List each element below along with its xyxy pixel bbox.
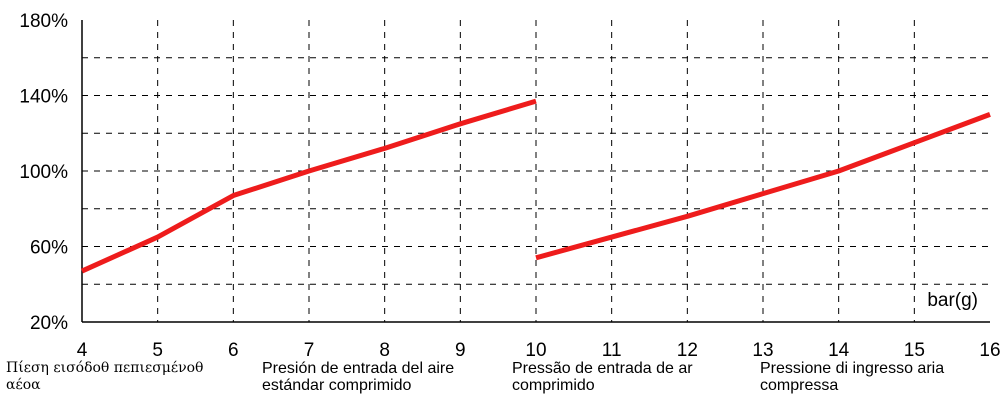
x-tick-label: 14 bbox=[828, 340, 850, 361]
caption-portuguese-line2: comprimido bbox=[512, 377, 595, 394]
caption-spanish: Presión de entrada del aire estándar com… bbox=[262, 360, 454, 394]
caption-italian-line1: Pressione di ingresso aria bbox=[760, 360, 945, 377]
series-lines bbox=[80, 98, 991, 274]
caption-greek-line2: αέοα bbox=[6, 377, 41, 393]
caption-italian-line2: compressa bbox=[760, 377, 839, 394]
caption-portuguese-line1: Pressão de entrada de ar bbox=[512, 360, 693, 377]
x-tick-label: 12 bbox=[677, 340, 698, 361]
unit-label: bar(g) bbox=[927, 290, 978, 311]
y-tick-label: 180% bbox=[19, 11, 68, 32]
caption-italian: Pressione di ingresso aria compressa bbox=[760, 360, 944, 394]
series-line bbox=[80, 98, 537, 274]
x-tick-label: 5 bbox=[152, 340, 163, 361]
x-tick-label: 11 bbox=[602, 340, 622, 361]
x-tick-label: 10 bbox=[525, 340, 546, 361]
axes bbox=[81, 20, 990, 323]
x-tick-label: 16 bbox=[979, 340, 1000, 361]
x-tick-label: 13 bbox=[752, 340, 773, 361]
caption-spanish-line1: Presión de entrada del aire bbox=[262, 360, 455, 377]
x-tick-label: 4 bbox=[77, 340, 88, 361]
y-tick-label: 60% bbox=[30, 238, 68, 259]
y-tick-label: 100% bbox=[19, 162, 68, 183]
y-tick-label: 20% bbox=[30, 313, 68, 334]
x-axis-ticks: 4 5 6 7 8 9 10 11 12 13 14 15 16 bbox=[77, 340, 1001, 361]
x-tick-label: 7 bbox=[304, 340, 315, 361]
caption-greek-line1: Πίεση εισόδοθ πεπιεσμένοθ bbox=[6, 360, 204, 376]
caption-portuguese: Pressão de entrada de ar comprimido bbox=[512, 360, 693, 394]
x-tick-label: 6 bbox=[228, 340, 239, 361]
grid-lines bbox=[82, 20, 990, 322]
x-tick-label: 9 bbox=[455, 340, 466, 361]
y-tick-label: 140% bbox=[19, 87, 68, 108]
series-line bbox=[535, 112, 991, 261]
y-axis-ticks: 20% 60% 100% 140% 180% bbox=[19, 11, 68, 334]
caption-greek: Πίεση εισόδοθ πεπιεσμένοθ αέοα bbox=[6, 360, 203, 394]
x-tick-label: 15 bbox=[904, 340, 925, 361]
caption-spanish-line2: estándar comprimido bbox=[262, 377, 412, 394]
x-tick-label: 8 bbox=[379, 340, 390, 361]
